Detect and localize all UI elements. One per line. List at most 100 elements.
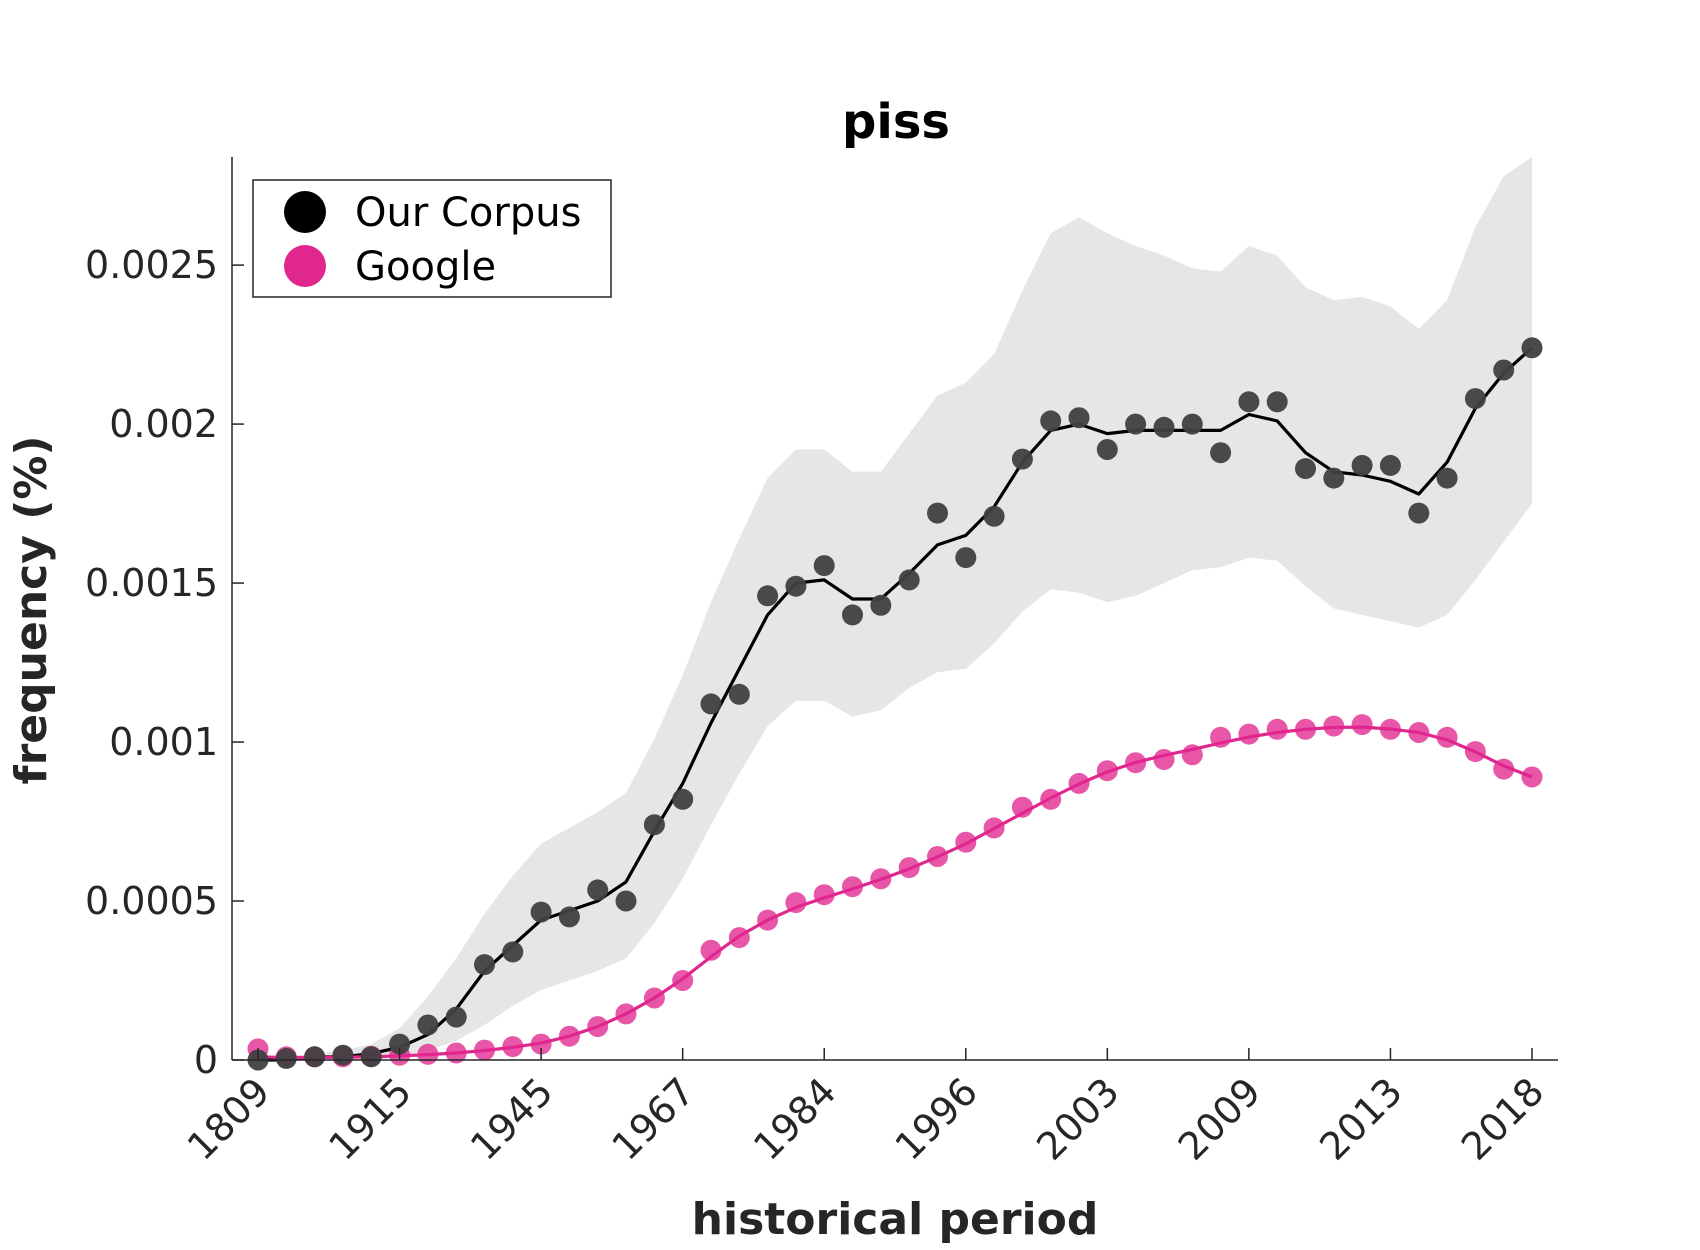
our-corpus-point <box>558 906 580 928</box>
google-point <box>1096 760 1118 782</box>
google-point <box>870 868 892 890</box>
series-line-layer <box>257 346 1534 1062</box>
google-point <box>1408 722 1430 743</box>
google-point <box>1153 749 1175 770</box>
our-corpus-point <box>1493 359 1515 381</box>
chart-title: piss <box>842 94 950 150</box>
our-corpus-point <box>1379 454 1401 476</box>
our-corpus-point <box>417 1014 439 1036</box>
google-point <box>1011 796 1033 818</box>
google-point <box>813 884 835 906</box>
our-corpus-point <box>785 575 807 597</box>
google-point <box>983 817 1005 839</box>
our-corpus-point <box>332 1044 354 1066</box>
google-point <box>1323 715 1345 737</box>
our-corpus-point <box>1464 388 1486 410</box>
google-point <box>672 970 694 991</box>
our-corpus-point <box>927 502 948 524</box>
our-corpus-point <box>615 890 637 912</box>
y-ticks: 0 0.0005 0.001 0.0015 0.002 0.0025 <box>85 243 244 1082</box>
google-point <box>1238 723 1260 745</box>
our-corpus-point <box>1323 467 1345 489</box>
y-tick-label: 0.0005 <box>85 879 218 923</box>
our-corpus-point <box>700 693 722 715</box>
google-point <box>1436 726 1458 748</box>
google-point <box>1351 714 1373 736</box>
google-trend-line <box>257 725 1533 1060</box>
our-corpus-point <box>360 1046 382 1068</box>
google-point <box>785 892 807 914</box>
google-point <box>587 1016 609 1038</box>
our-corpus-point <box>1068 407 1090 429</box>
google-point <box>700 939 722 961</box>
google-point <box>474 1039 495 1061</box>
legend-label-google: Google <box>355 244 496 290</box>
our-corpus-point <box>530 901 552 923</box>
our-corpus-point <box>955 547 977 569</box>
our-corpus-point <box>1436 467 1458 489</box>
google-point <box>502 1036 524 1058</box>
y-tick-label: 0 <box>194 1038 218 1082</box>
our-corpus-point <box>1266 391 1288 413</box>
our-corpus-point <box>304 1046 326 1068</box>
y-tick-label: 0.0025 <box>85 243 218 287</box>
google-point <box>1210 726 1232 748</box>
google-point <box>643 987 665 1009</box>
our-corpus-point <box>474 954 495 976</box>
our-corpus-trend-line <box>258 346 1534 1062</box>
our-corpus-point <box>1295 458 1316 480</box>
our-corpus-point <box>643 814 665 836</box>
google-point <box>842 876 863 898</box>
legend-swatch-google <box>284 245 326 287</box>
y-tick-label: 0.002 <box>109 402 218 446</box>
google-point <box>1379 718 1401 740</box>
our-corpus-point <box>1210 442 1232 464</box>
google-point <box>445 1042 467 1064</box>
google-point <box>927 846 948 867</box>
our-corpus-point <box>1096 439 1118 460</box>
series-point-layer <box>247 337 1543 1071</box>
x-axis-title: historical period <box>692 1194 1099 1245</box>
google-point <box>898 857 920 879</box>
our-corpus-point <box>842 604 863 626</box>
our-corpus-point <box>757 585 779 607</box>
google-point <box>1521 766 1543 788</box>
y-tick-label: 0.0015 <box>85 561 218 605</box>
our-corpus-point <box>445 1006 467 1028</box>
our-corpus-band-layer <box>258 157 1532 1060</box>
our-corpus-point <box>1351 454 1373 476</box>
google-point <box>955 831 977 853</box>
our-corpus-point <box>587 879 609 901</box>
google-point <box>1493 758 1515 780</box>
google-point <box>615 1003 637 1025</box>
our-corpus-point <box>502 941 524 963</box>
our-corpus-point <box>813 555 835 577</box>
our-corpus-point <box>1153 416 1175 438</box>
legend-label-our-corpus: Our Corpus <box>355 190 581 236</box>
google-point <box>1040 788 1062 810</box>
our-corpus-point <box>1181 413 1203 435</box>
our-corpus-point <box>898 569 920 591</box>
our-corpus-point <box>275 1047 297 1069</box>
our-corpus-point <box>1408 502 1430 524</box>
google-point <box>1295 718 1316 740</box>
our-corpus-point <box>728 683 750 705</box>
google-point <box>1464 741 1486 763</box>
our-corpus-point <box>983 505 1005 527</box>
google-point <box>1266 718 1288 740</box>
our-corpus-confidence-band <box>258 157 1532 1060</box>
our-corpus-point <box>672 788 694 810</box>
google-point <box>558 1025 580 1047</box>
legend: Our Corpus Google <box>252 179 612 298</box>
legend-swatch-our-corpus <box>284 191 326 233</box>
google-point <box>1068 772 1090 794</box>
our-corpus-point <box>1521 337 1543 359</box>
our-corpus-point <box>1011 448 1033 470</box>
our-corpus-point <box>870 594 892 616</box>
our-corpus-point <box>1125 413 1147 435</box>
google-point <box>757 909 779 931</box>
google-point <box>1181 744 1203 766</box>
google-point <box>728 927 750 949</box>
